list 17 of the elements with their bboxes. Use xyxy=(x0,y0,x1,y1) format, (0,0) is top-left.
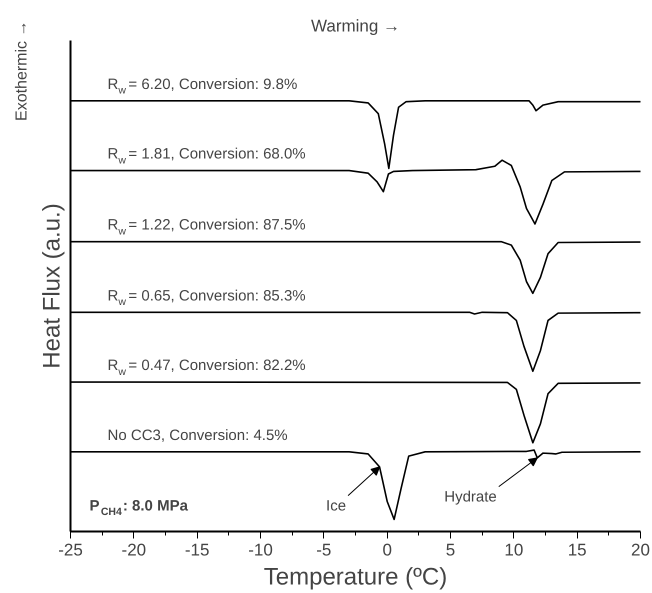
x-axis-title: Temperature (ºC) xyxy=(264,564,448,590)
series-label: No CC3, Conversion: 4.5% xyxy=(108,426,288,444)
x-tick-label: -25 xyxy=(58,540,83,560)
x-tick-label: 5 xyxy=(446,540,456,560)
x-tick-label: -15 xyxy=(184,540,210,560)
x-tick-label: 20 xyxy=(631,540,650,560)
annotation: Hydrate xyxy=(444,488,497,506)
x-tick-label: 0 xyxy=(382,540,392,560)
x-tick-label: -20 xyxy=(122,540,146,560)
x-tick-label: 15 xyxy=(568,540,587,560)
text: Exothermic → xyxy=(14,20,30,121)
y-axis-title: Heat Flux (a.u.) xyxy=(38,203,66,369)
x-tick-label: -5 xyxy=(316,540,332,560)
x-tick-label: 10 xyxy=(504,540,524,560)
annotation: Ice xyxy=(326,498,346,515)
x-tick-label: -10 xyxy=(248,540,273,560)
chart-title: Warming → xyxy=(310,16,400,36)
